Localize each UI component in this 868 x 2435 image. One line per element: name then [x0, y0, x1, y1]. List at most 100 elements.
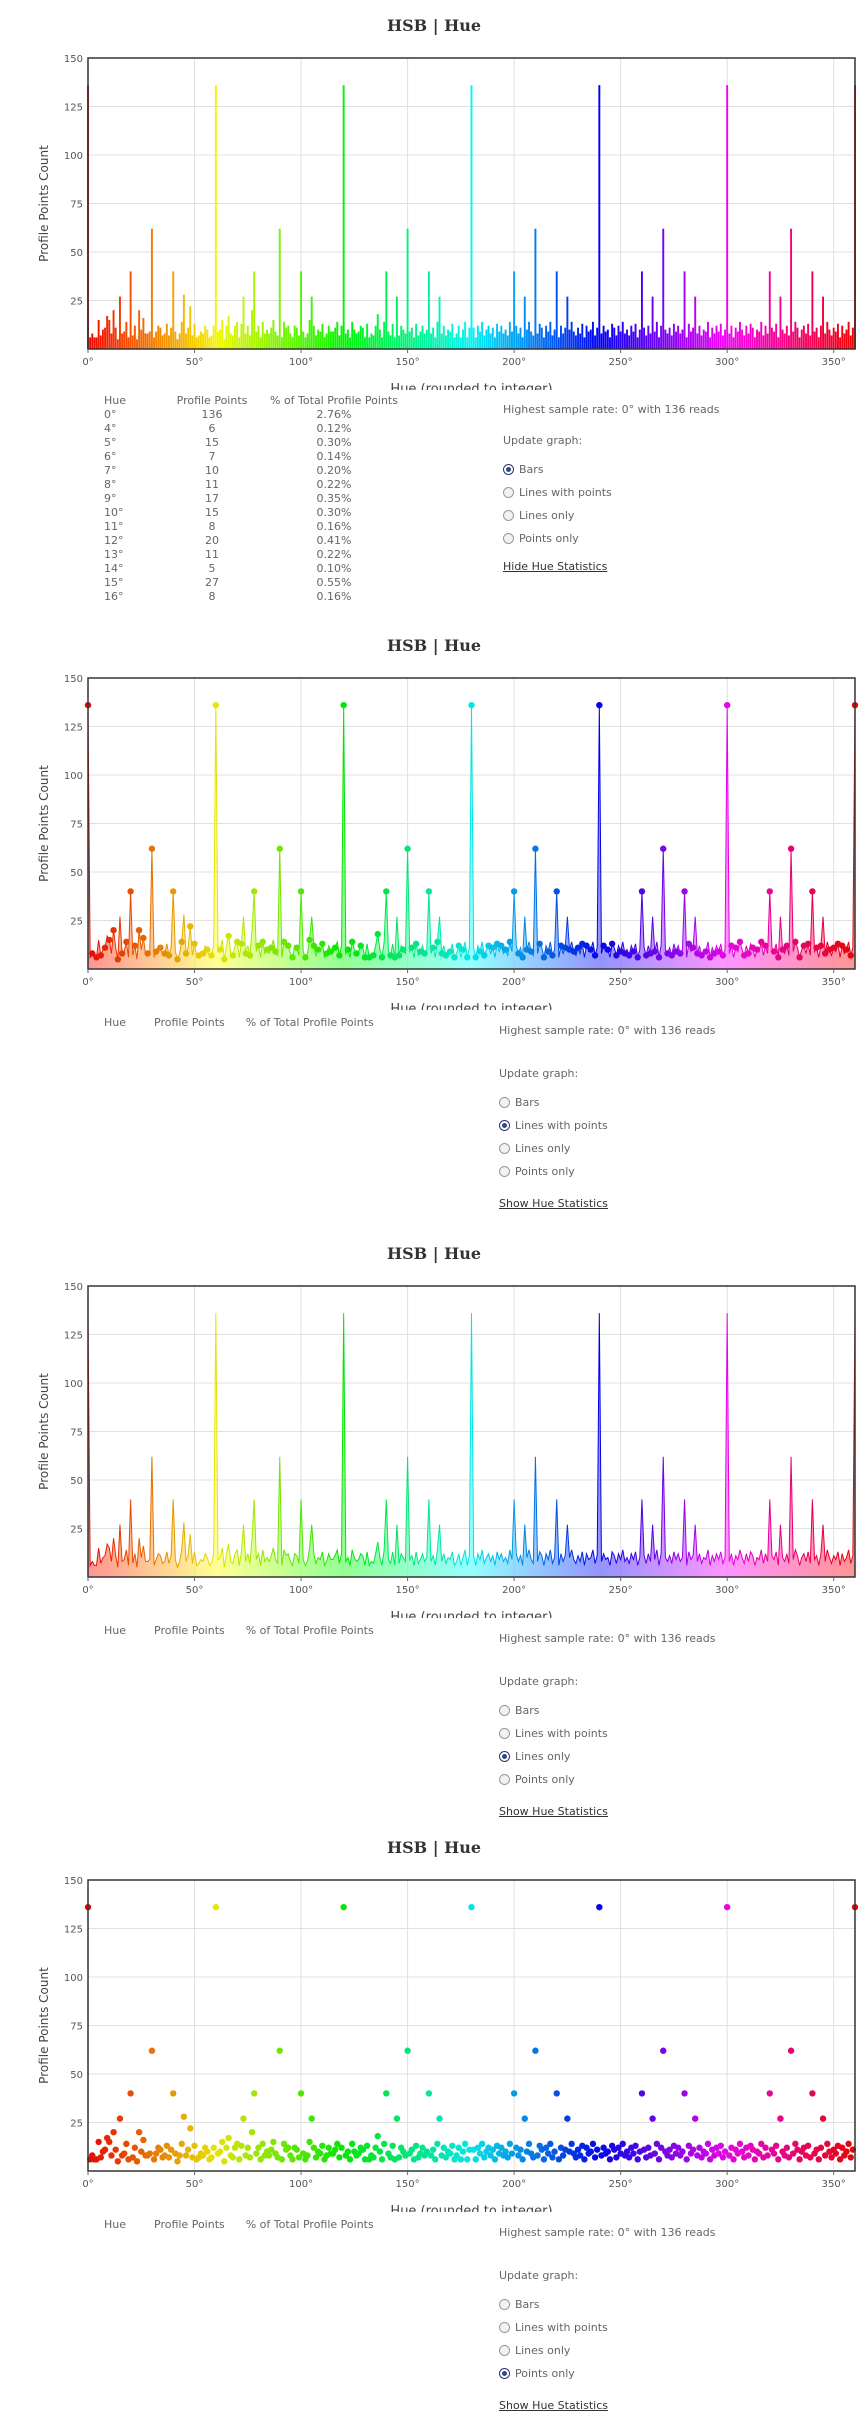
- hue-point: [308, 2115, 315, 2122]
- radio-label: Lines with points: [519, 486, 612, 499]
- radio-bars[interactable]: Bars: [499, 1699, 715, 1722]
- hue-bar: [357, 331, 360, 349]
- radio-unchecked-icon[interactable]: [499, 1728, 510, 1739]
- hue-point: [184, 2146, 192, 2153]
- hue-bar: [206, 329, 209, 349]
- radio-unchecked-icon[interactable]: [499, 2345, 510, 2356]
- hue-bar: [351, 321, 354, 349]
- hue-bar: [745, 325, 748, 349]
- hue-point: [378, 954, 386, 961]
- radio-unchecked-icon[interactable]: [499, 1774, 510, 1785]
- hue-point: [615, 2144, 622, 2151]
- radio-checked-icon[interactable]: [499, 1120, 510, 1131]
- radio-lines-only[interactable]: Lines only: [503, 504, 719, 527]
- y-tick-label: 50: [70, 1476, 83, 1487]
- show-hue-statistics-link[interactable]: Show Hue Statistics: [499, 2399, 608, 2412]
- radio-points-only[interactable]: Points only: [499, 2362, 715, 2385]
- hue-bar: [790, 228, 793, 349]
- hue-bar: [689, 331, 692, 349]
- radio-unchecked-icon[interactable]: [499, 1097, 510, 1108]
- radio-lines-only[interactable]: Lines only: [499, 1745, 715, 1768]
- radio-checked-icon[interactable]: [503, 464, 514, 475]
- radio-checked-icon[interactable]: [499, 2368, 510, 2379]
- table-row: 15° 27 0.55%: [104, 576, 404, 590]
- hue-point: [101, 2146, 109, 2153]
- hue-point: [519, 2156, 526, 2163]
- hue-bar: [762, 335, 765, 349]
- radio-unchecked-icon[interactable]: [499, 1166, 510, 1177]
- show-hue-statistics-link[interactable]: Show Hue Statistics: [499, 1197, 608, 1210]
- radio-checked-icon[interactable]: [499, 1751, 510, 1762]
- hue-point: [412, 2142, 420, 2149]
- radio-lines-only[interactable]: Lines only: [499, 1137, 715, 1160]
- radio-unchecked-icon[interactable]: [503, 510, 514, 521]
- hue-point: [651, 948, 658, 955]
- hue-bar: [93, 337, 96, 349]
- hue-bar: [165, 323, 168, 349]
- hue-point: [221, 2158, 228, 2165]
- radio-lines-with-points[interactable]: Lines with points: [503, 481, 719, 504]
- y-tick-label: 150: [64, 1282, 83, 1293]
- hue-bar: [536, 333, 539, 349]
- hue-point: [606, 2156, 614, 2163]
- hue-bar: [606, 329, 609, 349]
- col-profile-points: Profile Points: [154, 1624, 225, 1637]
- hue-point: [736, 2140, 744, 2148]
- hue-point: [293, 944, 300, 951]
- hue-bar: [483, 335, 486, 349]
- hue-point: [683, 2156, 690, 2163]
- radio-points-only[interactable]: Points only: [503, 527, 719, 550]
- hue-point: [468, 701, 475, 709]
- points-cell: 8: [208, 520, 216, 533]
- hue-point: [229, 952, 237, 959]
- radio-unchecked-icon[interactable]: [499, 1143, 510, 1154]
- percent-cell: 0.10%: [316, 562, 352, 575]
- x-tick-label: 300°: [715, 2179, 739, 2190]
- hue-point: [389, 2142, 396, 2149]
- hue-point: [472, 954, 479, 961]
- radio-points-only[interactable]: Points only: [499, 1768, 715, 1791]
- radio-unchecked-icon[interactable]: [503, 487, 514, 498]
- hue-point: [843, 2148, 850, 2155]
- hue-bar: [302, 331, 305, 349]
- x-tick-label: 300°: [715, 1585, 739, 1596]
- radio-lines-with-points[interactable]: Lines with points: [499, 1114, 715, 1137]
- radio-bars[interactable]: Bars: [499, 1091, 715, 1114]
- hue-point: [110, 927, 117, 934]
- hue-bar: [800, 329, 803, 349]
- radio-label: Lines only: [519, 509, 575, 522]
- radio-bars[interactable]: Bars: [503, 458, 719, 481]
- x-tick-label: 350°: [822, 2179, 846, 2190]
- radio-unchecked-icon[interactable]: [499, 1705, 510, 1716]
- radio-lines-with-points[interactable]: Lines with points: [499, 2316, 715, 2339]
- hue-bar: [129, 271, 132, 349]
- hue-bar: [545, 325, 548, 349]
- hue-point: [762, 942, 769, 949]
- hue-bar: [385, 271, 388, 349]
- radio-bars[interactable]: Bars: [499, 2293, 715, 2316]
- hue-bar: [579, 333, 582, 349]
- radio-lines-only[interactable]: Lines only: [499, 2339, 715, 2362]
- graph-options: Highest sample rate: 0° with 136 reads U…: [499, 2226, 715, 2412]
- hue-bar: [400, 325, 403, 349]
- radio-label: Lines only: [515, 2344, 571, 2357]
- hue-bar: [596, 327, 599, 349]
- radio-points-only[interactable]: Points only: [499, 1160, 715, 1183]
- radio-unchecked-icon[interactable]: [499, 2299, 510, 2310]
- show-hue-statistics-link[interactable]: Show Hue Statistics: [499, 1805, 608, 1818]
- hue-point: [191, 2142, 198, 2149]
- hue-point: [574, 2146, 582, 2153]
- hue-point: [506, 2140, 514, 2148]
- points-cell: 17: [205, 492, 219, 505]
- hue-point: [229, 2154, 237, 2161]
- hide-hue-statistics-link[interactable]: Hide Hue Statistics: [503, 560, 608, 573]
- radio-unchecked-icon[interactable]: [503, 533, 514, 544]
- radio-lines-with-points[interactable]: Lines with points: [499, 1722, 715, 1745]
- hue-point: [491, 2156, 499, 2163]
- hue-point: [212, 701, 220, 709]
- hue-point: [336, 2154, 343, 2161]
- radio-unchecked-icon[interactable]: [499, 2322, 510, 2333]
- col-hue: Hue: [104, 1016, 127, 1029]
- hue-bar: [485, 329, 488, 349]
- table-row: 7° 10 0.20%: [104, 464, 404, 478]
